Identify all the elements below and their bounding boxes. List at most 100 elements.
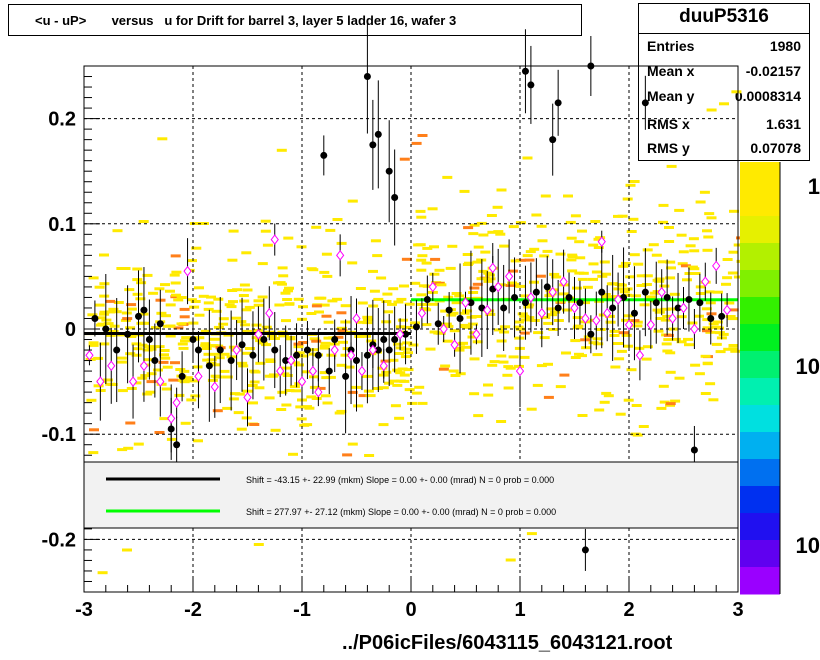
heat-cell	[242, 329, 253, 333]
heat-cell	[414, 385, 425, 389]
heat-cell	[567, 255, 578, 259]
heat-cell	[419, 307, 430, 311]
data-point-diamond	[308, 365, 318, 377]
heat-cell	[358, 394, 369, 398]
data-point-diamond	[395, 328, 405, 340]
data-point	[194, 346, 202, 354]
heat-cell	[567, 253, 578, 257]
stat-label: RMS x	[647, 116, 690, 132]
heat-cell	[338, 340, 348, 344]
heat-cell	[132, 278, 143, 282]
heat-cell	[469, 286, 480, 290]
data-point-diamond	[139, 360, 149, 372]
heat-cell	[124, 288, 135, 292]
heat-cell	[614, 283, 625, 286]
heat-cell	[253, 543, 264, 546]
heat-cell	[674, 376, 685, 380]
heat-cell	[176, 322, 187, 326]
heat-cell	[451, 292, 462, 295]
heat-cell	[442, 175, 453, 179]
heat-cell	[601, 272, 612, 276]
heat-cell	[234, 392, 245, 396]
heat-cell	[276, 148, 287, 152]
heat-cell	[532, 383, 543, 387]
heat-cell	[469, 392, 480, 396]
heat-cell	[302, 423, 313, 427]
heat-cell	[712, 320, 723, 324]
heat-cell	[658, 203, 669, 207]
heat-cell	[593, 246, 604, 249]
heat-cell	[355, 287, 366, 290]
data-point-diamond	[712, 260, 721, 272]
heat-cell	[383, 310, 394, 314]
heat-cell	[397, 318, 408, 322]
color-scale: 1 10 10	[740, 162, 820, 595]
heat-cell	[161, 387, 172, 391]
color-scale-label: 1	[808, 174, 820, 199]
heat-cell	[487, 363, 498, 367]
heat-cell	[249, 369, 260, 373]
heat-cell	[665, 276, 676, 280]
heat-cell	[242, 351, 253, 355]
heat-cell	[403, 351, 413, 355]
heat-cell	[574, 271, 585, 275]
heat-cell	[253, 299, 264, 303]
heat-cell	[278, 274, 289, 278]
data-point	[282, 357, 290, 365]
heat-cell	[146, 372, 157, 376]
heat-cell	[373, 297, 384, 301]
heat-cell	[99, 342, 110, 346]
heat-cell	[319, 371, 330, 375]
heat-cell	[162, 365, 173, 369]
heat-cell	[472, 260, 483, 264]
heat-cell	[537, 239, 548, 243]
heat-cell	[612, 342, 623, 345]
heat-cell	[462, 253, 473, 256]
heat-cell	[572, 286, 582, 290]
heat-cell	[631, 294, 641, 298]
heat-cell	[392, 383, 403, 387]
heat-cell	[489, 360, 500, 364]
heat-cell	[551, 275, 562, 279]
heat-cell	[721, 282, 731, 286]
heat-cell	[240, 323, 251, 327]
data-point	[249, 351, 257, 359]
heat-cell	[255, 361, 266, 365]
heat-cell	[193, 439, 203, 443]
heat-cell	[154, 345, 165, 349]
heat-cell	[282, 374, 293, 377]
color-scale-band	[740, 486, 780, 514]
heat-cell	[425, 347, 436, 351]
heat-cell	[265, 358, 276, 362]
heat-cell	[476, 258, 487, 262]
heat-cell	[722, 258, 733, 261]
heat-cell	[103, 322, 114, 326]
heat-cell	[728, 344, 739, 347]
heat-cell	[427, 207, 438, 211]
heat-cell	[228, 229, 239, 233]
heat-cell	[126, 335, 137, 338]
heat-cell	[443, 324, 454, 328]
color-scale-band	[740, 216, 780, 244]
heat-cell	[179, 369, 190, 373]
heat-cell	[539, 336, 550, 340]
heat-cell	[622, 197, 633, 201]
heat-cell	[137, 343, 148, 347]
heat-cell	[108, 307, 119, 311]
color-scale-band	[740, 459, 780, 487]
data-point	[325, 367, 333, 375]
heat-cell	[483, 279, 494, 283]
heat-cell	[440, 309, 451, 313]
heat-cell	[443, 295, 454, 299]
heat-cell	[515, 221, 526, 225]
heat-cell	[315, 386, 326, 390]
heat-cell	[577, 229, 587, 233]
heat-cell	[88, 341, 99, 345]
heat-cell	[715, 350, 726, 354]
stats-divider	[639, 33, 809, 34]
heat-cell	[600, 293, 611, 296]
heat-cell	[262, 243, 273, 247]
y-tick-label: -0.2	[42, 529, 76, 551]
heat-cell	[416, 258, 427, 262]
heat-cell	[496, 420, 507, 423]
